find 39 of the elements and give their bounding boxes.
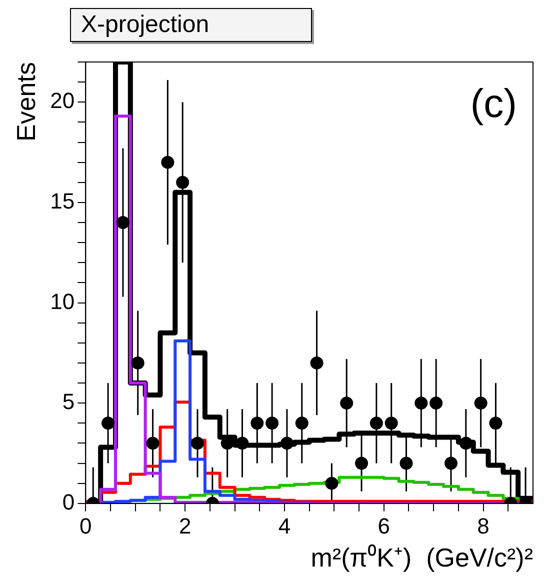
point [459,436,472,450]
point [310,356,324,370]
y-tick-label: 0 [62,489,75,514]
annotation: (c) [470,82,517,126]
point [191,436,204,450]
x-tick-label: 6 [378,514,390,539]
point [280,436,294,450]
x-tick-label: 8 [477,514,490,539]
point [131,356,144,370]
y-tick-label: 20 [50,88,75,114]
point [161,156,174,169]
point [400,456,413,470]
point [236,436,249,450]
point [355,456,368,470]
chart-title: X-projection [70,8,312,42]
x-tick-label: 4 [278,514,291,539]
point [295,416,308,430]
point [116,216,130,230]
point [474,396,488,410]
point [250,416,264,430]
point [370,416,383,430]
point [325,476,338,490]
x-tick-label: 2 [178,514,192,539]
y-tick-label: 5 [62,389,75,414]
y-tick-label: 10 [50,288,75,314]
point [102,416,115,430]
x-tick-label: 0 [80,514,92,539]
point [146,436,160,450]
point [340,396,354,410]
x-axis-title: m²(π⁰K⁺) (GeV/c²)² [310,542,534,573]
point [266,416,279,430]
point [384,416,398,430]
point [430,396,443,410]
y-tick-label: 15 [50,188,75,214]
point [414,396,428,410]
point [176,176,190,189]
point [489,416,502,430]
y-axis-title: Events [10,62,41,142]
point [444,456,458,470]
